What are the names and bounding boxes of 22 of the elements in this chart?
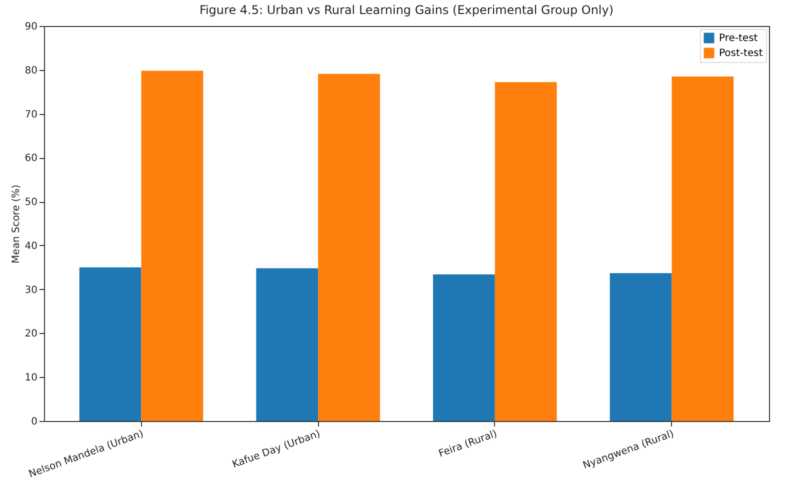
bar — [672, 76, 734, 421]
y-tick-label: 40 — [24, 240, 38, 252]
legend-label: Pre-test — [719, 33, 758, 44]
y-axis-title: Mean Score (%) — [10, 184, 22, 264]
y-tick-label: 30 — [24, 284, 38, 296]
y-tick-label: 80 — [24, 65, 38, 76]
bar — [79, 267, 142, 421]
y-tick-label: 60 — [24, 153, 38, 164]
y-tick-label: 0 — [31, 416, 38, 428]
legend-label: Post-test — [719, 48, 763, 59]
chart-title: Figure 4.5: Urban vs Rural Learning Gains (Experimental Group Only) — [199, 3, 614, 17]
bar — [433, 274, 495, 421]
y-tick-label: 50 — [24, 197, 38, 208]
y-tick-label: 10 — [24, 372, 38, 384]
bar — [256, 268, 318, 421]
bar — [318, 74, 380, 421]
y-tick-label: 90 — [24, 22, 38, 32]
y-tick-label: 20 — [24, 328, 38, 340]
bar — [494, 82, 557, 421]
y-tick-label: 70 — [24, 109, 38, 120]
bar — [141, 70, 204, 421]
bar — [610, 273, 672, 421]
